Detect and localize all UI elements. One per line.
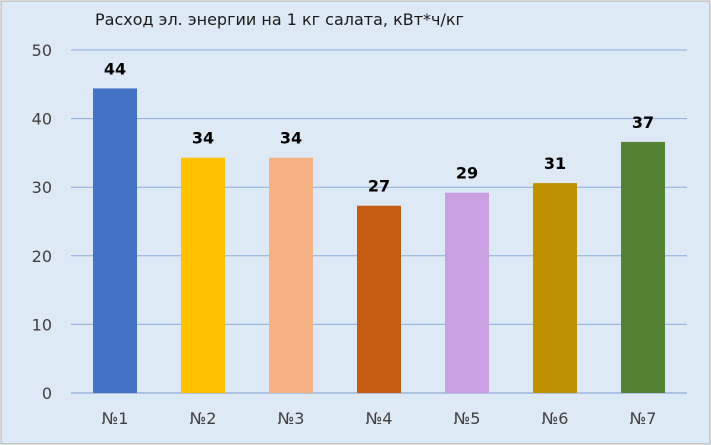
x-tick-label: №2 — [190, 409, 217, 428]
data-label: 27 — [368, 177, 390, 196]
y-tick-label: 40 — [32, 110, 52, 129]
bar-1 — [93, 88, 137, 393]
data-label: 31 — [544, 154, 566, 173]
bar-4 — [357, 205, 401, 393]
data-label: 44 — [104, 59, 126, 78]
data-label: 34 — [192, 129, 214, 148]
chart-title: Расход эл. энергии на 1 кг салата, кВт*ч… — [95, 10, 464, 29]
y-tick-label: 50 — [32, 41, 52, 60]
data-label: 37 — [632, 113, 654, 132]
y-tick-label: 30 — [32, 178, 52, 197]
x-tick-label: №7 — [630, 409, 657, 428]
data-label: 34 — [280, 129, 302, 148]
bar-5 — [445, 192, 489, 393]
y-tick-label: 10 — [32, 315, 52, 334]
x-tick-label: №3 — [278, 409, 305, 428]
x-tick-label: №4 — [366, 409, 393, 428]
x-tick-label: №6 — [542, 409, 569, 428]
data-label: 29 — [456, 164, 478, 183]
x-tick-label: №1 — [102, 409, 129, 428]
y-tick-label: 0 — [42, 384, 52, 403]
bar-3 — [269, 157, 313, 393]
bar-7 — [621, 141, 665, 393]
bar-2 — [181, 157, 225, 393]
x-tick-label: №5 — [454, 409, 481, 428]
y-tick-label: 20 — [32, 247, 52, 266]
bar-6 — [533, 183, 577, 393]
